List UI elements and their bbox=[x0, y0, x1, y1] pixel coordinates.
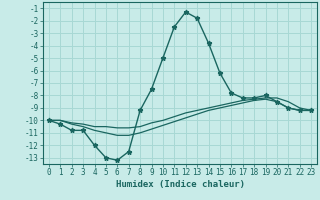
X-axis label: Humidex (Indice chaleur): Humidex (Indice chaleur) bbox=[116, 180, 244, 189]
